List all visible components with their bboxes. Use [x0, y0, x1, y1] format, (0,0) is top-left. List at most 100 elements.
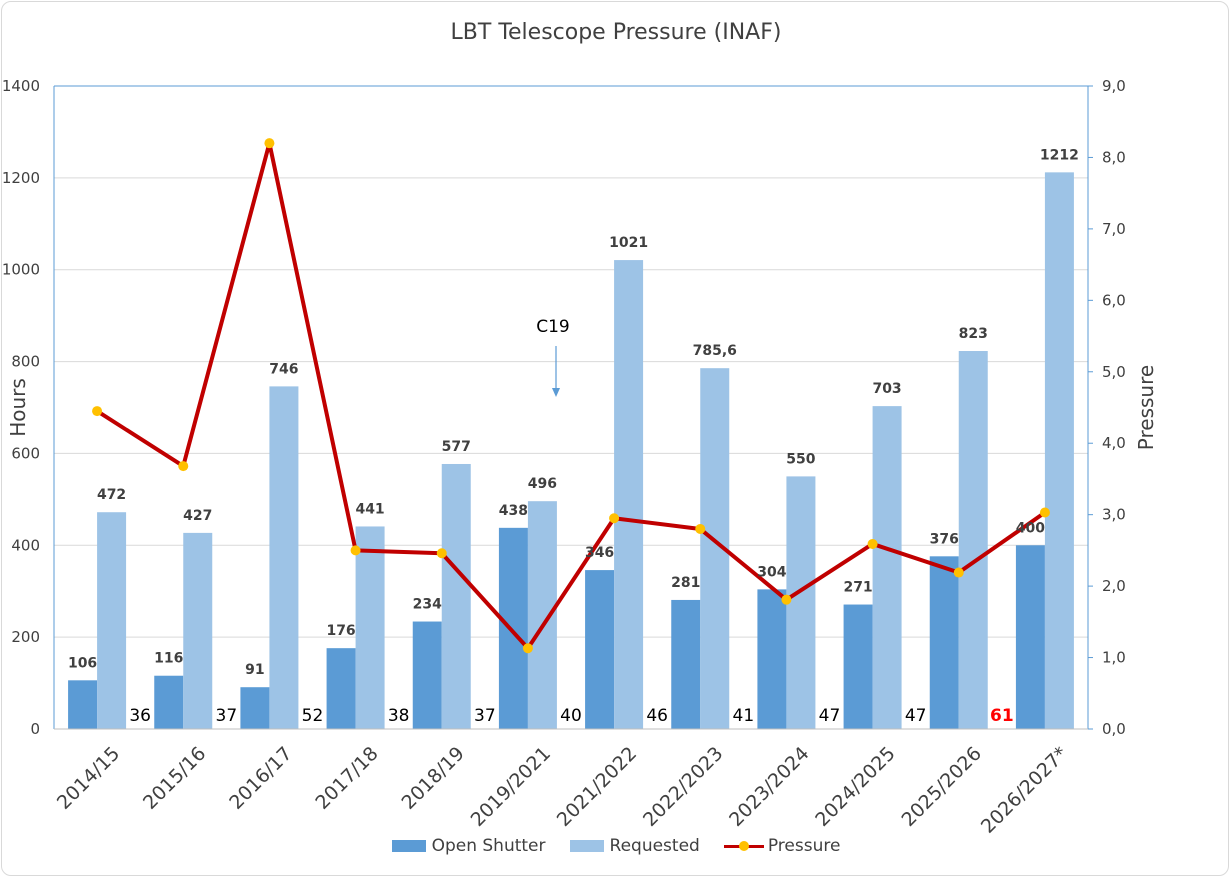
y-tick-label: 400: [11, 536, 40, 554]
data-label-requested: 1212: [1040, 147, 1079, 163]
chart-legend: Open Shutter Requested Pressure: [0, 836, 1232, 856]
data-label-open-shutter: 176: [326, 623, 355, 639]
y2-tick-label: 5,0: [1102, 363, 1126, 381]
data-label-requested: 550: [786, 451, 815, 467]
bottom-value-label: 46: [646, 706, 668, 726]
bar-requested: [269, 386, 299, 729]
bottom-value-label: 52: [302, 706, 324, 726]
pressure-point: [522, 643, 533, 654]
bar-requested: [527, 501, 557, 729]
bottom-value-label: 61: [990, 706, 1014, 726]
data-label-open-shutter: 281: [671, 575, 700, 591]
x-tick-label: 2016/17: [225, 743, 296, 814]
bottom-value-label: 36: [129, 706, 151, 726]
y-tick-label: 1200: [2, 169, 40, 187]
data-label-requested: 496: [528, 476, 557, 492]
bar-requested: [1044, 172, 1074, 730]
y2-tick-label: 0,0: [1102, 720, 1126, 738]
data-label-open-shutter: 106: [68, 655, 97, 671]
x-tick-label: 2019/2021: [467, 743, 555, 831]
bar-requested: [355, 526, 385, 729]
bar-requested: [183, 532, 213, 729]
data-label-requested: 441: [355, 501, 384, 517]
bar-open-shutter: [843, 604, 873, 729]
data-label-open-shutter: 271: [843, 580, 872, 596]
y2-tick-label: 2,0: [1102, 577, 1126, 595]
y-tick-label: 200: [11, 628, 40, 646]
legend-label-open-shutter: Open Shutter: [431, 836, 546, 856]
pressure-point: [436, 548, 447, 559]
chart-title: LBT Telescope Pressure (INAF): [450, 20, 782, 45]
pressure-point: [867, 538, 878, 549]
bar-open-shutter: [154, 675, 184, 729]
pressure-line: [96, 141, 1047, 651]
y-tick-label: 800: [11, 353, 40, 371]
y2-tick-label: 3,0: [1102, 506, 1126, 524]
x-tick-label: 2022/2023: [639, 743, 727, 831]
legend-label-pressure: Pressure: [767, 836, 841, 856]
data-label-requested: 577: [442, 439, 471, 455]
pressure-point: [92, 406, 103, 417]
data-label-requested: 823: [959, 326, 988, 342]
data-label-open-shutter: 400: [1016, 520, 1045, 536]
pressure-point: [781, 594, 792, 605]
bar-open-shutter: [585, 570, 615, 729]
bar-open-shutter: [1015, 545, 1045, 729]
x-tick-label: 2026/2027*: [977, 743, 1072, 838]
annotation-arrow-head: [552, 388, 560, 397]
bottom-value-label: 38: [388, 706, 410, 726]
bar-open-shutter: [498, 527, 528, 729]
pressure-point: [178, 461, 189, 472]
y-tick-label: 1000: [2, 261, 40, 279]
bar-open-shutter: [68, 680, 98, 729]
annotation-c19: C19: [536, 317, 570, 337]
y2-tick-label: 7,0: [1102, 220, 1126, 238]
data-label-open-shutter: 346: [585, 545, 614, 561]
bar-requested: [872, 406, 902, 729]
bottom-value-label: 37: [474, 706, 496, 726]
bar-open-shutter: [412, 621, 442, 729]
y2-axis-title: Pressure: [1134, 365, 1158, 450]
bar-open-shutter: [240, 687, 270, 729]
data-label-open-shutter: 376: [930, 531, 959, 547]
legend-swatch-requested: [569, 840, 604, 852]
bar-requested: [441, 463, 471, 729]
legend-item-open-shutter: Open Shutter: [391, 836, 546, 856]
data-label-requested: 472: [97, 487, 126, 503]
legend-swatch-open-shutter: [391, 840, 426, 852]
y2-tick-label: 1,0: [1102, 649, 1126, 667]
data-label-open-shutter: 91: [245, 662, 264, 678]
bottom-value-label: 41: [733, 706, 755, 726]
legend-item-requested: Requested: [569, 836, 700, 856]
bar-open-shutter: [326, 648, 356, 729]
legend-label-requested: Requested: [609, 836, 700, 856]
bar-requested: [786, 476, 816, 729]
bar-open-shutter: [671, 599, 701, 729]
data-label-requested: 1021: [609, 235, 648, 251]
x-tick-label: 2024/2025: [811, 743, 899, 831]
bar-requested: [97, 512, 127, 729]
data-label-open-shutter: 438: [499, 503, 528, 519]
data-label-open-shutter: 234: [413, 597, 442, 613]
data-label-requested: 785,6: [693, 343, 737, 359]
data-label-open-shutter: 304: [757, 564, 786, 580]
bottom-value-label: 47: [905, 706, 927, 726]
x-tick-label: 2014/15: [53, 743, 124, 814]
bar-requested: [614, 260, 644, 729]
y-tick-label: 600: [11, 444, 40, 462]
pressure-point: [1039, 507, 1050, 518]
pressure-point: [695, 523, 706, 534]
bar-open-shutter: [757, 589, 787, 729]
y-axis-title: Hours: [6, 378, 30, 437]
x-tick-label: 2023/2024: [725, 743, 813, 831]
x-tick-label: 2021/2022: [553, 743, 641, 831]
pressure-point: [953, 567, 964, 578]
x-tick-label: 2018/19: [398, 743, 469, 814]
bar-requested: [958, 351, 988, 729]
y-tick-label: 1400: [2, 77, 40, 95]
y2-tick-label: 6,0: [1102, 291, 1126, 309]
y2-tick-label: 4,0: [1102, 434, 1126, 452]
y-tick-label: 0: [30, 720, 40, 738]
pressure-point: [264, 138, 275, 149]
